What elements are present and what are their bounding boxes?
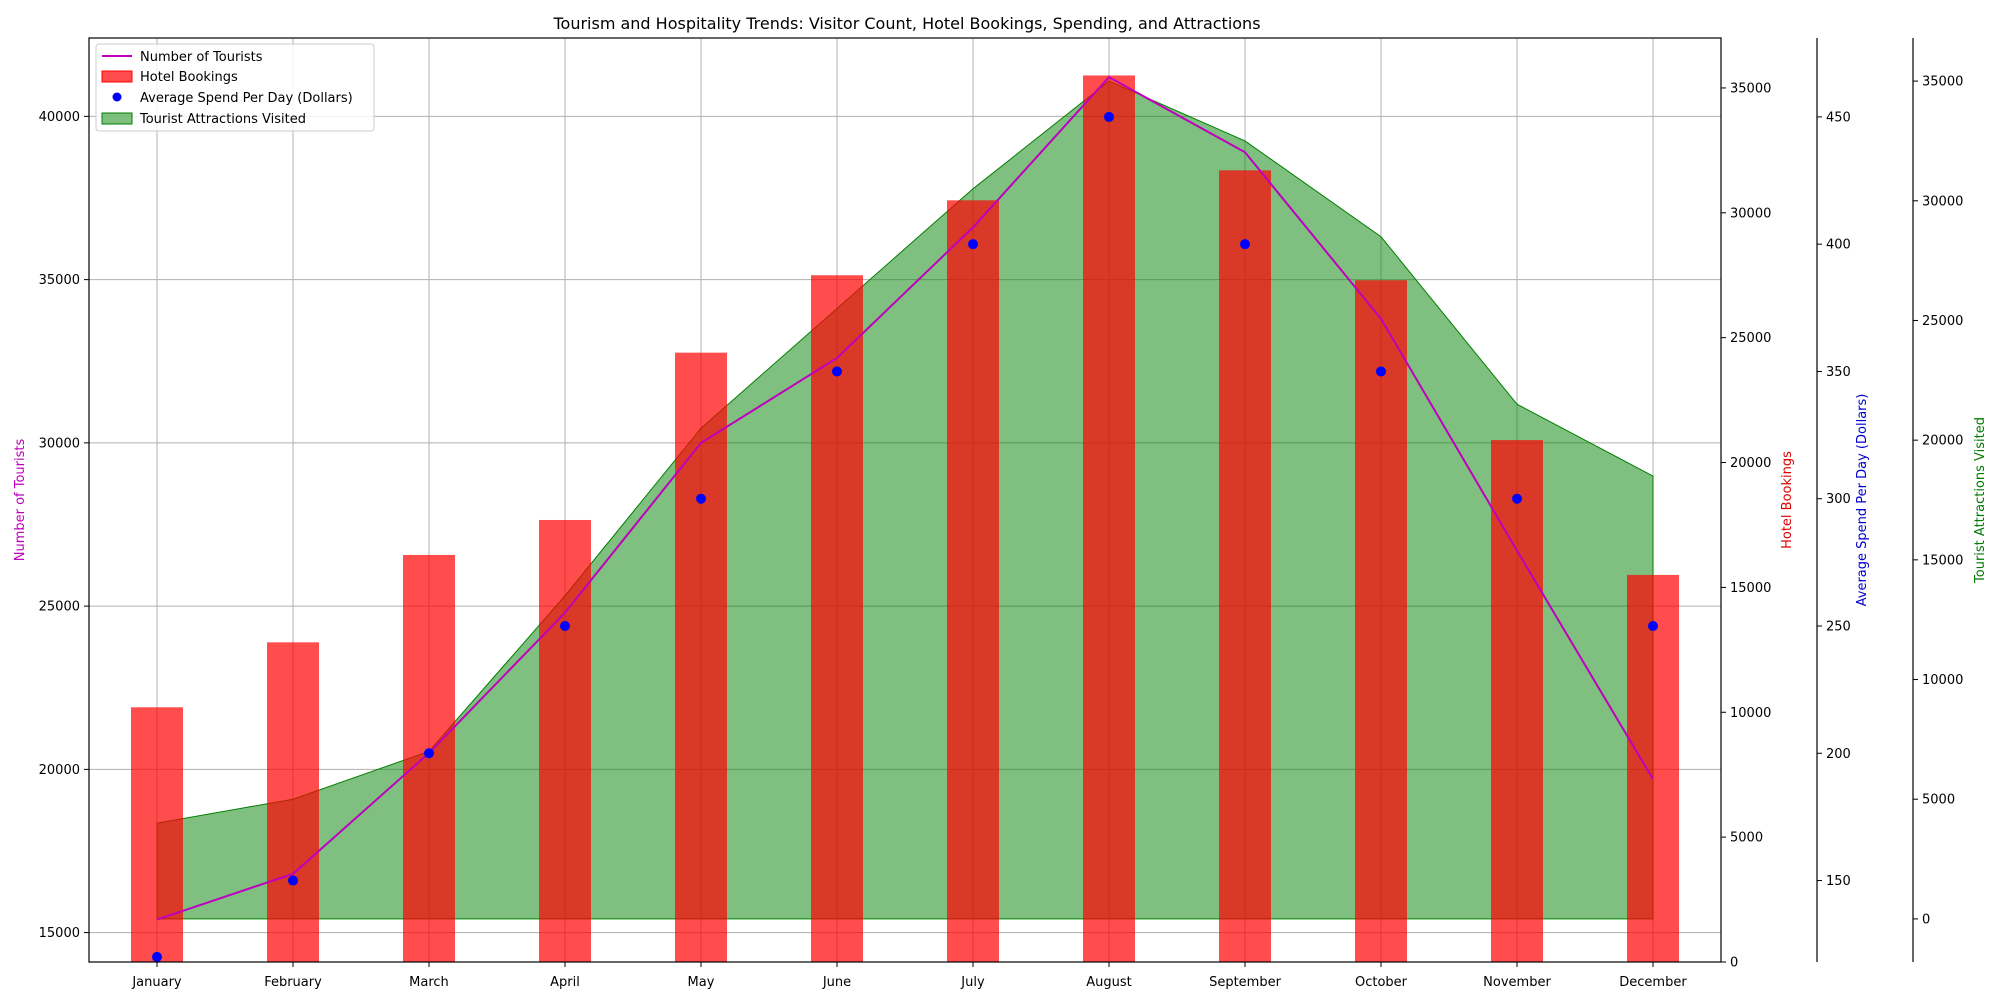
y-tick-label: 150 xyxy=(1826,874,1851,889)
y-tick-label: 400 xyxy=(1826,238,1851,253)
y-tick-label: 25000 xyxy=(1730,331,1771,346)
attractions-axis-label: Tourist Attractions Visited xyxy=(1973,417,1988,584)
y-tick-label: 30000 xyxy=(1922,194,1963,209)
x-tick-label: May xyxy=(688,975,715,990)
y-tick-label: 5000 xyxy=(1922,793,1955,808)
spend-point xyxy=(968,239,978,250)
spend-scatter-layer xyxy=(152,111,1658,962)
y-tick-label: 15000 xyxy=(39,926,80,941)
y-tick-label: 25000 xyxy=(1922,314,1963,329)
y-tick-label: 35000 xyxy=(39,273,80,288)
hotel-bookings-bar xyxy=(1355,280,1407,963)
left-axis-label: Number of Tourists xyxy=(13,439,28,562)
hotel-bookings-bar xyxy=(1219,170,1271,962)
hotel-bookings-bar-layer xyxy=(131,75,1679,963)
attractions-area-layer xyxy=(156,80,1654,920)
x-tick-label: August xyxy=(1086,975,1132,990)
y-tick-label: 15000 xyxy=(1730,581,1771,596)
y-tick-label: 250 xyxy=(1826,620,1851,635)
y-tick-label: 15000 xyxy=(1922,553,1963,568)
attractions-axis: 0 5000 10000 15000 20000 25000 30000 35000 xyxy=(1912,38,1963,962)
y-tick-label: 40000 xyxy=(39,110,80,125)
y-tick-label: 20000 xyxy=(1730,456,1771,471)
y-tick-label: 35000 xyxy=(1922,75,1963,90)
hotel-bookings-bar xyxy=(947,200,999,962)
x-tick-label: November xyxy=(1483,975,1551,990)
y-tick-label: 0 xyxy=(1922,912,1930,927)
y-tick-label: 20000 xyxy=(39,763,80,778)
y-tick-label: 30000 xyxy=(1730,206,1771,221)
spend-point xyxy=(832,366,842,377)
spend-point xyxy=(1240,239,1250,250)
hotel-bookings-bar xyxy=(403,554,455,962)
y-tick-label: 0 xyxy=(1730,956,1738,971)
x-tick-label: March xyxy=(409,975,449,990)
y-tick-label: 200 xyxy=(1826,747,1851,762)
legend-label-tourists: Number of Tourists xyxy=(140,50,263,65)
hotel-bookings-axis-label: Hotel Bookings xyxy=(1780,451,1795,549)
hotel-bookings-bar xyxy=(1627,574,1679,962)
y-tick-label: 25000 xyxy=(39,600,80,615)
hotel-bookings-bar xyxy=(1491,440,1543,963)
hotel-bookings-bar xyxy=(675,352,727,963)
legend-dot-swatch xyxy=(112,92,122,102)
spend-point xyxy=(1512,493,1522,504)
hotel-bookings-bar xyxy=(811,275,863,962)
spend-point xyxy=(696,493,706,504)
y-tick-label: 5000 xyxy=(1730,831,1763,846)
x-tick-label: February xyxy=(264,975,322,990)
legend-label-attractions: Tourist Attractions Visited xyxy=(139,112,306,127)
hotel-bookings-axis: 0 5000 10000 15000 20000 25000 30000 35000 xyxy=(1721,81,1771,971)
y-tick-label: 20000 xyxy=(1922,434,1963,449)
x-tick-label: December xyxy=(1619,975,1687,990)
spend-point xyxy=(1376,366,1386,377)
legend-label-spend: Average Spend Per Day (Dollars) xyxy=(140,91,353,106)
left-axis: 15000 20000 25000 30000 35000 40000 xyxy=(39,110,89,941)
x-tick-label: October xyxy=(1355,975,1408,990)
hotel-bookings-bar xyxy=(267,642,319,962)
y-tick-label: 300 xyxy=(1826,492,1851,507)
spend-point xyxy=(424,748,434,759)
legend: Number of Tourists Hotel Bookings Averag… xyxy=(95,43,375,132)
spend-point xyxy=(1104,111,1114,122)
legend-box xyxy=(95,43,375,132)
x-tick-label: January xyxy=(131,975,182,990)
y-tick-label: 35000 xyxy=(1730,81,1771,96)
hotel-bookings-bar xyxy=(131,707,183,962)
tourists-line xyxy=(156,75,1654,921)
spend-axis: 150 200 250 300 350 400 450 xyxy=(1816,38,1851,962)
y-tick-label: 30000 xyxy=(39,436,80,451)
legend-label-hotel: Hotel Bookings xyxy=(140,70,238,85)
tourists-line-layer xyxy=(156,75,1654,921)
hotel-bookings-bar xyxy=(539,519,591,962)
spend-point xyxy=(152,951,162,962)
legend-bar-swatch xyxy=(101,70,133,83)
y-tick-label: 450 xyxy=(1826,110,1851,125)
legend-area-swatch xyxy=(101,112,133,125)
x-tick-label: July xyxy=(960,975,985,990)
spend-axis-label: Average Spend Per Day (Dollars) xyxy=(1855,394,1870,607)
plot-frame xyxy=(88,37,1722,963)
y-tick-label: 350 xyxy=(1826,365,1851,380)
attractions-area xyxy=(156,80,1654,920)
x-axis: January February March April May June July Augu… xyxy=(131,962,1687,990)
spend-point xyxy=(288,875,298,886)
x-tick-label: September xyxy=(1209,975,1282,990)
y-tick-label: 10000 xyxy=(1730,706,1771,721)
spend-point xyxy=(1648,621,1658,631)
x-tick-label: April xyxy=(550,975,580,990)
hotel-bookings-bar xyxy=(1083,75,1135,962)
spend-point xyxy=(560,621,570,631)
chart-title: Tourism and Hospitality Trends: Visitor … xyxy=(552,14,1260,33)
x-tick-label: June xyxy=(822,975,851,990)
y-tick-label: 10000 xyxy=(1922,673,1963,688)
